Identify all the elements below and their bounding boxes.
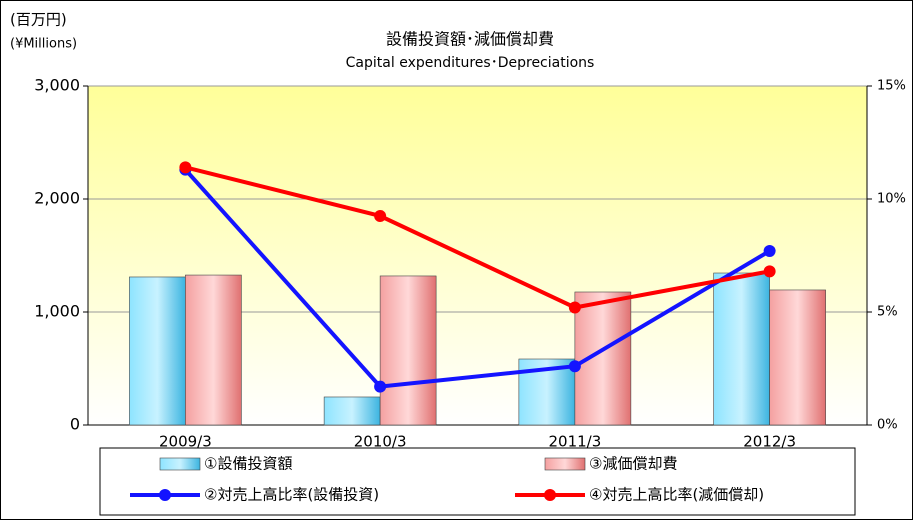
point (374, 209, 387, 222)
bar (185, 274, 242, 426)
y-label-en: (¥Millions) (10, 37, 77, 52)
line (184, 165, 770, 310)
point (568, 301, 581, 314)
chart-subtitle: Capital expenditures･Depreciations (346, 55, 595, 71)
bar (379, 275, 437, 426)
point (374, 380, 387, 393)
legend-swatch (159, 457, 201, 471)
y-tick-label: 3,000 (34, 76, 80, 95)
legend-label: ③減価償却費 (589, 455, 677, 473)
legend-label: ②対売上高比率(設備投資) (204, 486, 379, 504)
y2-tick-label: 15% (877, 79, 906, 94)
bar (323, 396, 381, 426)
y2-tick-label: 10% (877, 192, 906, 207)
legend-label: ①設備投資額 (204, 455, 292, 473)
point (763, 265, 776, 278)
bar (129, 276, 186, 426)
y-label: (百万円) (10, 11, 67, 29)
chart-title: 設備投資額･減価償却費 (386, 30, 554, 49)
legend-label: ④対売上高比率(減価償却) (589, 486, 764, 504)
y2-tick-label: 5% (877, 305, 898, 320)
point (568, 360, 581, 373)
x-tick-label: 2012/3 (743, 433, 796, 451)
line (183, 168, 771, 389)
x-tick-label: 2009/3 (159, 433, 212, 451)
legend-swatch (159, 489, 171, 501)
x-tick-label: 2010/3 (354, 433, 407, 451)
x-tick-label: 2011/3 (548, 433, 601, 451)
bar (769, 289, 826, 426)
y-tick-label: 0 (70, 415, 80, 434)
bar (574, 291, 632, 426)
point (179, 161, 192, 174)
legend-swatch (544, 489, 556, 501)
bar (713, 272, 770, 426)
y-tick-label: 2,000 (34, 189, 80, 208)
y-tick-label: 1,000 (34, 302, 80, 321)
legend-swatch (544, 457, 586, 471)
y2-tick-label: 0% (877, 418, 898, 433)
legend (99, 447, 856, 516)
point (763, 244, 776, 257)
